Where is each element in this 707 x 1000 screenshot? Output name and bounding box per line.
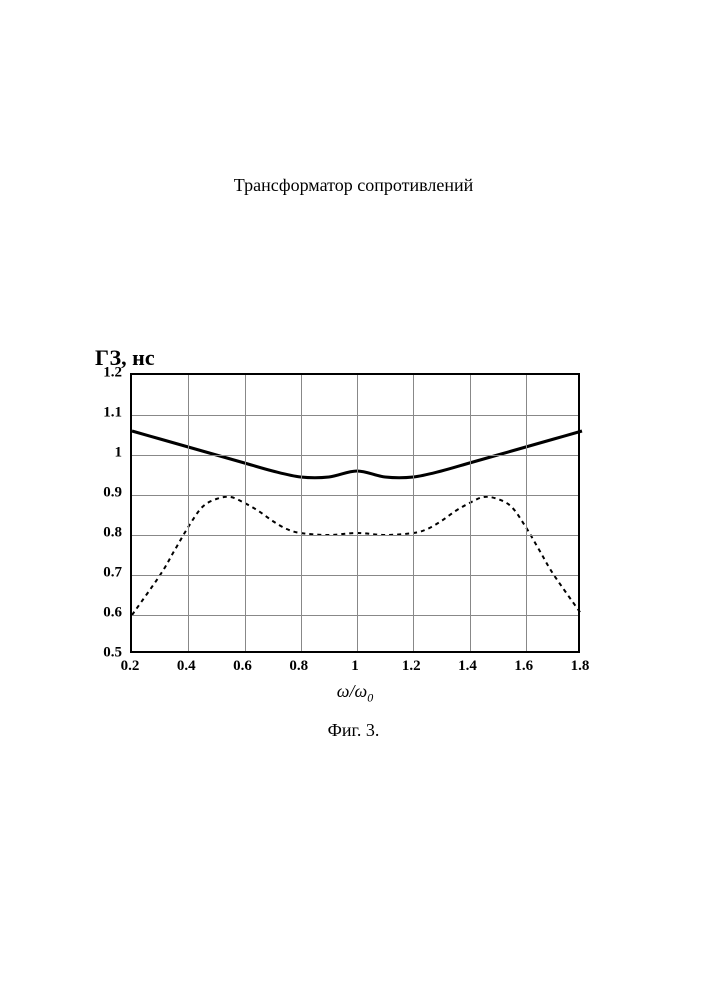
- y-tick-label: 0.9: [82, 485, 122, 502]
- x-axis-title: ω/ω0: [130, 681, 580, 706]
- plot-area: [130, 373, 580, 653]
- x-tick-label: 1.2: [402, 658, 421, 675]
- x-tick-label: 0.8: [289, 658, 308, 675]
- chart-container: ω/ω0 0.20.40.60.811.21.41.61.80.50.60.70…: [130, 373, 580, 693]
- y-tick-label: 0.5: [82, 645, 122, 662]
- x-tick-label: 1.6: [514, 658, 533, 675]
- grid-line-vertical: [357, 375, 358, 651]
- y-tick-label: 0.8: [82, 525, 122, 542]
- x-tick-label: 0.2: [121, 658, 140, 675]
- grid-line-horizontal: [132, 575, 578, 576]
- grid-line-vertical: [470, 375, 471, 651]
- y-tick-label: 0.6: [82, 605, 122, 622]
- grid-line-horizontal: [132, 415, 578, 416]
- grid-line-horizontal: [132, 495, 578, 496]
- grid-line-vertical: [188, 375, 189, 651]
- y-tick-label: 1.2: [82, 365, 122, 382]
- x-tick-label: 0.6: [233, 658, 252, 675]
- grid-line-vertical: [526, 375, 527, 651]
- figure-caption: Фиг. 3.: [0, 720, 707, 741]
- grid-line-horizontal: [132, 535, 578, 536]
- grid-line-vertical: [413, 375, 414, 651]
- x-tick-label: 0.4: [177, 658, 196, 675]
- x-tick-label: 1.8: [571, 658, 590, 675]
- doc-title: Трансформатор сопротивлений: [0, 175, 707, 196]
- grid-line-horizontal: [132, 615, 578, 616]
- y-tick-label: 0.7: [82, 565, 122, 582]
- x-tick-label: 1: [351, 658, 359, 675]
- grid-line-horizontal: [132, 455, 578, 456]
- grid-line-vertical: [301, 375, 302, 651]
- y-tick-label: 1.1: [82, 405, 122, 422]
- grid-line-vertical: [245, 375, 246, 651]
- x-tick-label: 1.4: [458, 658, 477, 675]
- y-tick-label: 1: [82, 445, 122, 462]
